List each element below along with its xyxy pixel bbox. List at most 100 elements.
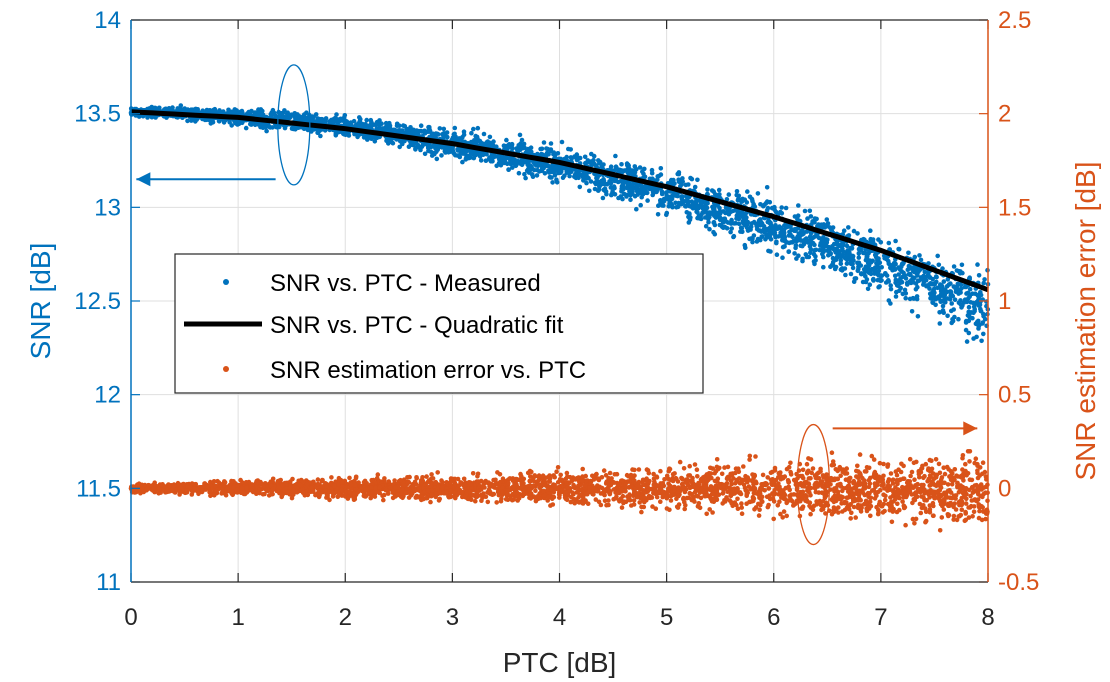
error-point [924,498,929,503]
error-point [190,489,195,495]
error-point [670,478,676,484]
measured-point [717,222,723,228]
error-point [932,495,937,501]
error-point [690,478,695,484]
error-point [953,493,959,498]
error-point [919,465,925,471]
error-point [476,479,481,484]
error-point [508,496,513,502]
error-point [907,456,913,462]
error-point [812,482,818,488]
error-point [401,483,407,488]
error-point [593,488,598,494]
measured-point [441,126,447,132]
error-point [440,480,445,485]
measured-point [812,220,817,225]
error-point [963,501,969,506]
error-point [772,465,778,471]
measured-point [876,264,881,270]
error-point [579,500,585,506]
error-point [587,485,593,490]
error-point [448,476,454,481]
measured-point [596,188,601,193]
error-point [947,474,952,479]
error-point [894,472,900,478]
error-point [177,489,182,494]
measured-point [703,223,709,229]
error-point [902,489,907,495]
error-point [254,480,260,486]
error-point [435,470,441,475]
error-point [927,507,933,512]
error-point [585,501,591,507]
error-point [196,491,201,497]
error-point [315,477,321,482]
measured-point [817,247,822,253]
measured-point [945,277,951,282]
error-point [336,491,342,497]
measured-point [850,265,856,271]
error-point [957,486,963,492]
error-point [781,509,787,514]
measured-point [645,198,650,203]
error-point [634,483,640,489]
error-point [590,473,595,479]
measured-point [471,126,476,132]
measured-point [821,264,826,270]
error-point [731,476,736,481]
error-point [455,476,461,482]
error-point [877,499,883,505]
error-point [507,487,513,493]
error-point [777,499,782,505]
error-point [855,463,860,469]
error-point [946,467,951,472]
error-point [972,460,977,466]
error-point [158,490,163,495]
error-point [712,478,718,484]
measured-point [624,194,629,199]
error-point [601,468,607,473]
error-point [428,484,434,489]
error-point [933,472,938,478]
measured-point [807,208,813,214]
error-point [900,484,905,490]
error-point [231,485,236,490]
error-point [768,470,774,476]
error-point [480,483,485,489]
error-point [675,479,681,484]
error-point [609,476,614,481]
error-point [708,485,713,491]
error-point [910,500,915,506]
error-point [916,469,922,474]
error-point [939,492,945,498]
error-point [759,486,765,491]
measured-point [922,269,928,275]
error-point [413,495,419,500]
measured-point [522,171,527,177]
error-point [980,494,985,500]
error-point [744,501,749,507]
error-point [320,484,325,489]
error-point [433,480,439,486]
error-point [454,493,460,498]
error-point [404,486,410,491]
error-point [925,467,931,473]
error-point [381,492,387,498]
error-point [727,485,732,491]
error-point [534,482,539,487]
error-point [738,491,744,497]
error-point [756,501,761,507]
error-point [583,491,588,497]
error-point [813,489,819,495]
error-point [913,494,918,500]
error-point [200,488,205,494]
measured-point [185,118,190,124]
error-point [959,473,964,479]
error-point [832,489,837,494]
measured-point [726,192,732,197]
error-point [780,515,785,520]
error-point [822,503,827,509]
error-point [291,488,296,494]
measured-point [975,262,980,267]
error-point [719,471,725,477]
